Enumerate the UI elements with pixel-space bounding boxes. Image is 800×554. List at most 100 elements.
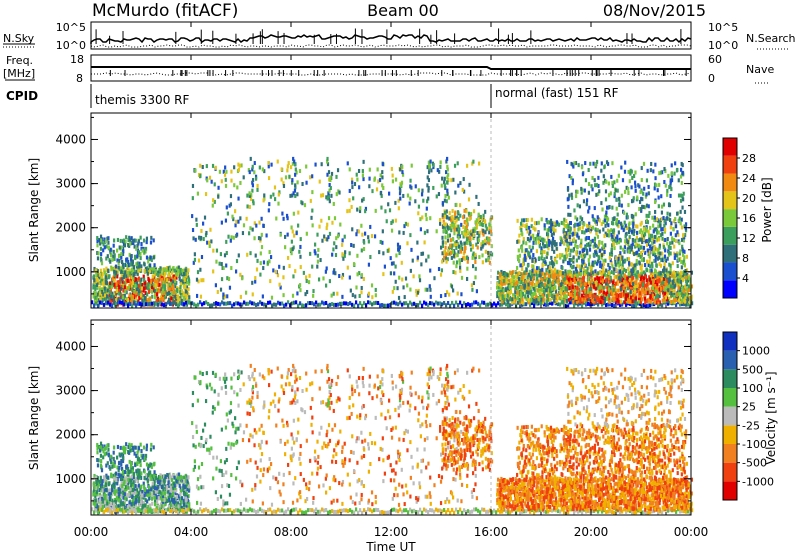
power-cell [541, 271, 544, 276]
power-cell [630, 287, 633, 292]
power-cell [526, 218, 529, 223]
power-cell [274, 269, 277, 274]
power-cell [290, 239, 293, 244]
power-cell [565, 250, 568, 255]
power-cell [399, 183, 402, 188]
power-cell [267, 300, 270, 305]
power-cell [659, 271, 662, 276]
power-cell [153, 301, 156, 306]
power-cell [552, 231, 555, 236]
power-cell [522, 218, 525, 223]
power-cell [502, 288, 506, 293]
power-cell [612, 271, 615, 276]
power-cell [135, 296, 138, 301]
power-cell [499, 302, 502, 307]
power-cell [93, 266, 96, 271]
power-cell [502, 279, 505, 284]
power-cell [251, 178, 255, 183]
power-cell [679, 256, 682, 261]
power-cell [594, 250, 597, 255]
power-cell [654, 255, 657, 260]
power-cell [462, 177, 465, 182]
power-cell [315, 300, 318, 305]
power-cell [542, 237, 545, 242]
power-cell [102, 280, 106, 285]
power-cell [468, 217, 471, 222]
freq-tick-high: 18 [70, 53, 84, 66]
power-cell [522, 240, 525, 245]
power-cell [360, 290, 363, 295]
power-cell [204, 192, 208, 197]
power-cell [568, 291, 571, 296]
power-cell [157, 297, 160, 302]
power-cell [395, 301, 398, 306]
power-cell [549, 292, 552, 297]
power-cell [469, 237, 472, 242]
power-cell [572, 287, 575, 292]
power-cell [597, 279, 601, 284]
power-cell [606, 228, 610, 233]
power-cell [635, 224, 638, 229]
power-cell [516, 265, 519, 270]
power-cell [105, 244, 108, 249]
power-cell [669, 241, 672, 246]
power-cell [503, 278, 507, 283]
power-cell [239, 294, 242, 299]
power-cell [559, 236, 562, 241]
power-cell [199, 163, 202, 168]
power-cell [607, 223, 610, 228]
power-cell [116, 274, 119, 279]
power-cell [535, 234, 538, 239]
power-cell [95, 272, 98, 277]
power-cell [478, 255, 481, 260]
power-cell [562, 221, 565, 226]
power-cell [594, 269, 597, 274]
power-cell [489, 301, 492, 306]
power-cell [501, 289, 504, 294]
power-cell [225, 205, 228, 210]
power-cell [667, 270, 670, 275]
power-cell [633, 299, 636, 304]
power-cell [496, 291, 499, 296]
power-cell [622, 285, 625, 290]
power-cell [398, 186, 402, 191]
power-cell [294, 269, 297, 274]
power-cell [135, 284, 138, 289]
power-cell [111, 294, 114, 299]
power-cell [685, 268, 689, 273]
power-cell [139, 256, 142, 261]
power-cell [613, 267, 616, 272]
power-cell [498, 293, 501, 298]
power-cell [259, 300, 262, 305]
power-cell [429, 301, 432, 306]
power-cell [259, 238, 262, 243]
power-cell [441, 259, 444, 264]
power-cell [397, 198, 400, 203]
power-cell [539, 291, 542, 296]
power-cell [326, 196, 329, 201]
power-cell [130, 300, 134, 305]
power-cell [437, 192, 441, 197]
power-cell [553, 242, 557, 247]
power-cell [498, 295, 501, 300]
power-cell [100, 252, 103, 257]
power-cell [356, 229, 359, 234]
power-cell [111, 281, 114, 286]
power-cell [230, 235, 233, 240]
power-cell [519, 290, 522, 295]
power-cell [220, 220, 223, 225]
power-cell [683, 302, 686, 307]
power-cell [370, 234, 374, 239]
power-cell [419, 227, 422, 232]
power-cell [355, 232, 358, 237]
power-cell [169, 301, 172, 306]
power-cell [406, 241, 409, 246]
power-cell [298, 283, 302, 288]
power-cell [603, 178, 607, 183]
power-cell [652, 278, 656, 283]
power-cell [632, 218, 635, 223]
power-cell [685, 292, 688, 297]
power-cell [446, 175, 449, 180]
power-cell [263, 193, 266, 198]
power-cell [278, 264, 281, 269]
